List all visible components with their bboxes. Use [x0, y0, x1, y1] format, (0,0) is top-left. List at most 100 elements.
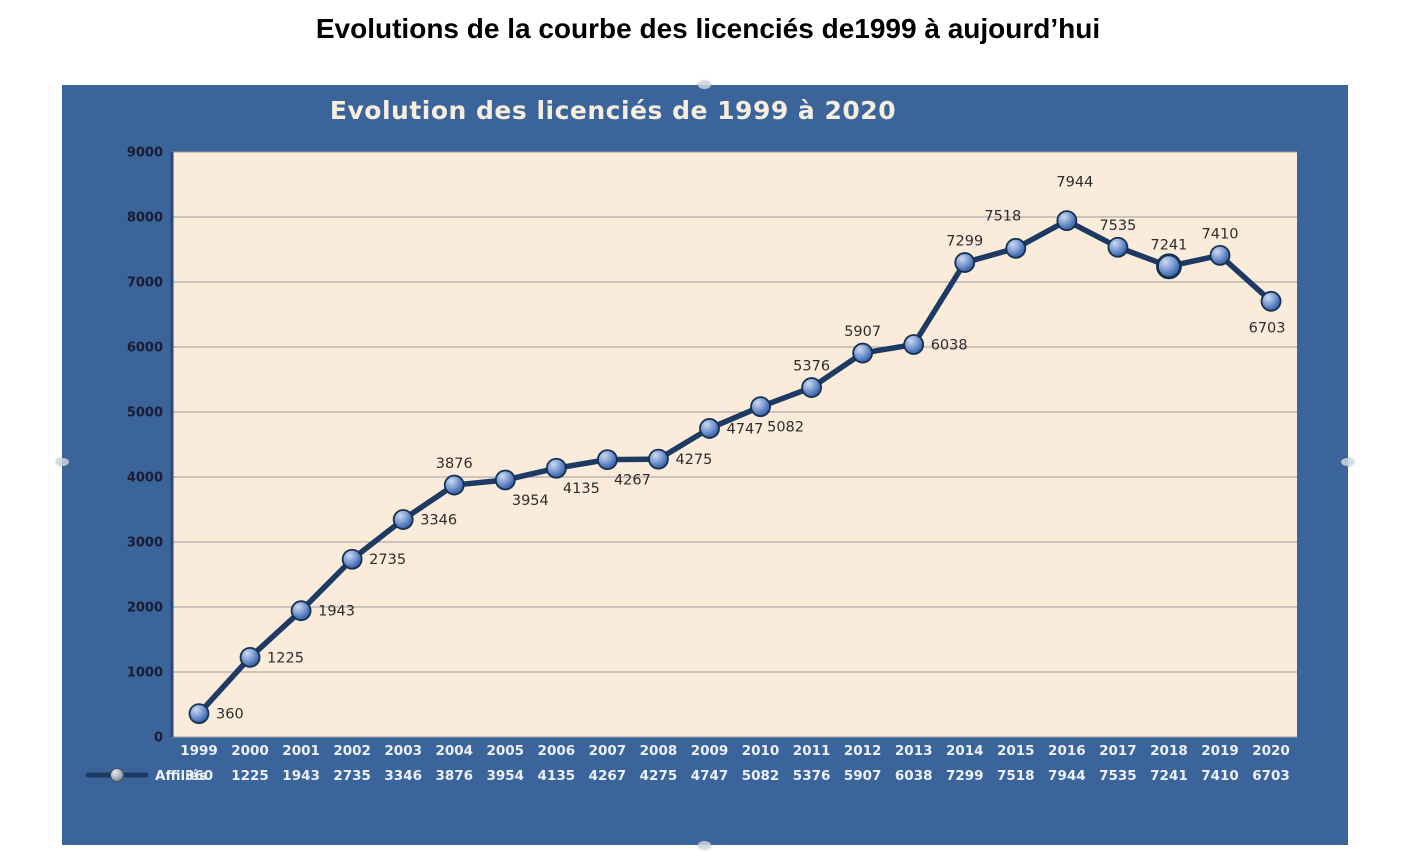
data-point-label-2016: 7944 [1056, 175, 1093, 191]
data-point-label-2003: 3346 [420, 513, 457, 529]
selection-handle-right[interactable] [1341, 458, 1354, 466]
x-axis-tick-label-2014: 2014 [946, 743, 984, 759]
table-value-2013: 6038 [895, 768, 933, 784]
data-point-label-2002: 2735 [369, 552, 406, 568]
y-axis-tick-label: 2000 [127, 601, 163, 616]
table-value-2019: 7410 [1201, 768, 1239, 784]
data-point-marker-2004 [443, 474, 465, 496]
x-axis-tick-label-2013: 2013 [895, 743, 933, 759]
table-value-2001: 1943 [282, 768, 320, 784]
y-axis-tick-label: 7000 [127, 276, 163, 291]
chart-object[interactable]: Evolution des licenciés de 1999 à 2020 0… [56, 81, 1354, 849]
data-point-label-2017: 7535 [1099, 218, 1136, 234]
x-axis-tick-label-2000: 2000 [231, 743, 269, 759]
x-axis-tick-label-2009: 2009 [691, 743, 729, 759]
data-point-marker-2019 [1209, 244, 1231, 266]
table-value-2005: 3954 [487, 768, 525, 784]
data-point-label-2010: 5082 [767, 420, 804, 436]
data-point-label-2020: 6703 [1249, 320, 1286, 336]
data-point-label-2008: 4275 [675, 452, 712, 468]
table-value-2002: 2735 [333, 768, 371, 784]
data-point-marker-2002 [341, 548, 363, 570]
x-axis-tick-label-2003: 2003 [384, 743, 422, 759]
data-point-label-2014: 7299 [946, 234, 983, 250]
data-point-marker-2003 [392, 509, 414, 530]
table-value-2014: 7299 [946, 768, 984, 784]
data-point-marker-1999 [188, 703, 210, 724]
table-value-1999: 360 [185, 768, 213, 784]
data-point-marker-2015 [1005, 237, 1027, 259]
data-point-marker-2016 [1056, 210, 1078, 232]
table-value-2017: 7535 [1099, 768, 1137, 784]
selection-handle-bottom[interactable] [698, 841, 711, 849]
data-point-marker-2020 [1260, 290, 1282, 312]
selection-handle-top[interactable] [698, 81, 711, 89]
page-title: Evolutions de la courbe des licenciés de… [315, 13, 1101, 44]
data-point-label-2012: 5907 [844, 324, 881, 340]
table-value-2018: 7241 [1150, 768, 1188, 784]
data-point-marker-2018 [1156, 253, 1182, 280]
x-axis-tick-label-2004: 2004 [435, 743, 473, 759]
table-value-2009: 4747 [691, 768, 729, 784]
table-value-2007: 4267 [589, 768, 627, 784]
data-point-marker-2000 [239, 646, 261, 668]
y-axis-tick-label: 3000 [127, 536, 163, 551]
data-point-marker-2012 [852, 342, 874, 364]
x-axis-tick-label-1999: 1999 [180, 743, 218, 759]
legend-marker [110, 768, 124, 782]
y-axis-tick-label: 4000 [127, 471, 163, 486]
table-value-2004: 3876 [435, 768, 473, 784]
data-point-label-2009: 4747 [727, 421, 764, 437]
data-point-marker-2010 [750, 396, 771, 418]
table-value-2020: 6703 [1252, 768, 1290, 784]
data-point-label-2005: 3954 [512, 493, 549, 509]
x-axis-tick-label-2020: 2020 [1252, 743, 1290, 759]
series-line-affilies [196, 217, 1274, 717]
plot-area [172, 152, 1297, 737]
x-axis-tick-label-2008: 2008 [640, 743, 678, 759]
table-value-2006: 4135 [538, 768, 576, 784]
data-point-marker-2009 [699, 418, 720, 439]
table-value-2010: 5082 [742, 768, 780, 784]
x-axis-tick-label-2006: 2006 [538, 743, 576, 759]
chart-title: Evolution des licenciés de 1999 à 2020 [329, 96, 897, 125]
data-point-label-2007: 4267 [614, 473, 651, 489]
y-axis-tick-label: 0 [154, 731, 163, 746]
y-axis-tick-label: 6000 [127, 341, 163, 356]
line-chart: 0 1000 2000 3000 4000 5000 6000 7000 8000 9000 360… [85, 146, 1297, 784]
table-value-2011: 5376 [793, 768, 831, 784]
table-value-2003: 3346 [384, 768, 422, 784]
data-point-marker-2005 [494, 469, 516, 491]
x-axis-tick-label-2018: 2018 [1150, 743, 1188, 759]
x-axis-tick-label-2002: 2002 [333, 743, 371, 759]
table-value-2000: 1225 [231, 768, 269, 784]
selection-handle-left[interactable] [56, 458, 69, 466]
x-axis-tick-label-2011: 2011 [793, 743, 831, 759]
legend-label: Affiliés [155, 768, 207, 784]
x-axis-tick-label-2010: 2010 [742, 743, 780, 759]
data-point-label-2013: 6038 [931, 338, 968, 354]
x-axis-tick-label-2007: 2007 [589, 743, 627, 759]
x-axis-tick-label-2017: 2017 [1099, 743, 1137, 759]
x-axis-tick-label-2001: 2001 [282, 743, 320, 759]
data-point-marker-2006 [545, 457, 567, 479]
x-axis-tick-label-2005: 2005 [487, 743, 525, 759]
x-axis-tick-label-2015: 2015 [997, 743, 1035, 759]
x-axis-tick-label-2012: 2012 [844, 743, 882, 759]
data-point-marker-2007 [597, 449, 618, 471]
data-point-marker-2017 [1107, 236, 1129, 258]
y-axis-tick-label: 1000 [127, 666, 163, 681]
data-point-label-2018: 7241 [1150, 237, 1187, 253]
data-point-label-2004: 3876 [436, 456, 473, 472]
data-point-label-2019: 7410 [1202, 226, 1239, 242]
data-point-marker-2013 [903, 334, 925, 355]
data-point-label-2011: 5376 [793, 359, 830, 375]
data-point-label-1999: 360 [216, 707, 244, 723]
data-point-marker-2008 [648, 448, 669, 470]
table-value-2015: 7518 [997, 768, 1035, 784]
x-axis-tick-label-2019: 2019 [1201, 743, 1239, 759]
data-point-label-2001: 1943 [318, 604, 355, 620]
data-point-marker-2011 [801, 377, 822, 398]
y-axis-tick-label: 5000 [127, 406, 163, 421]
